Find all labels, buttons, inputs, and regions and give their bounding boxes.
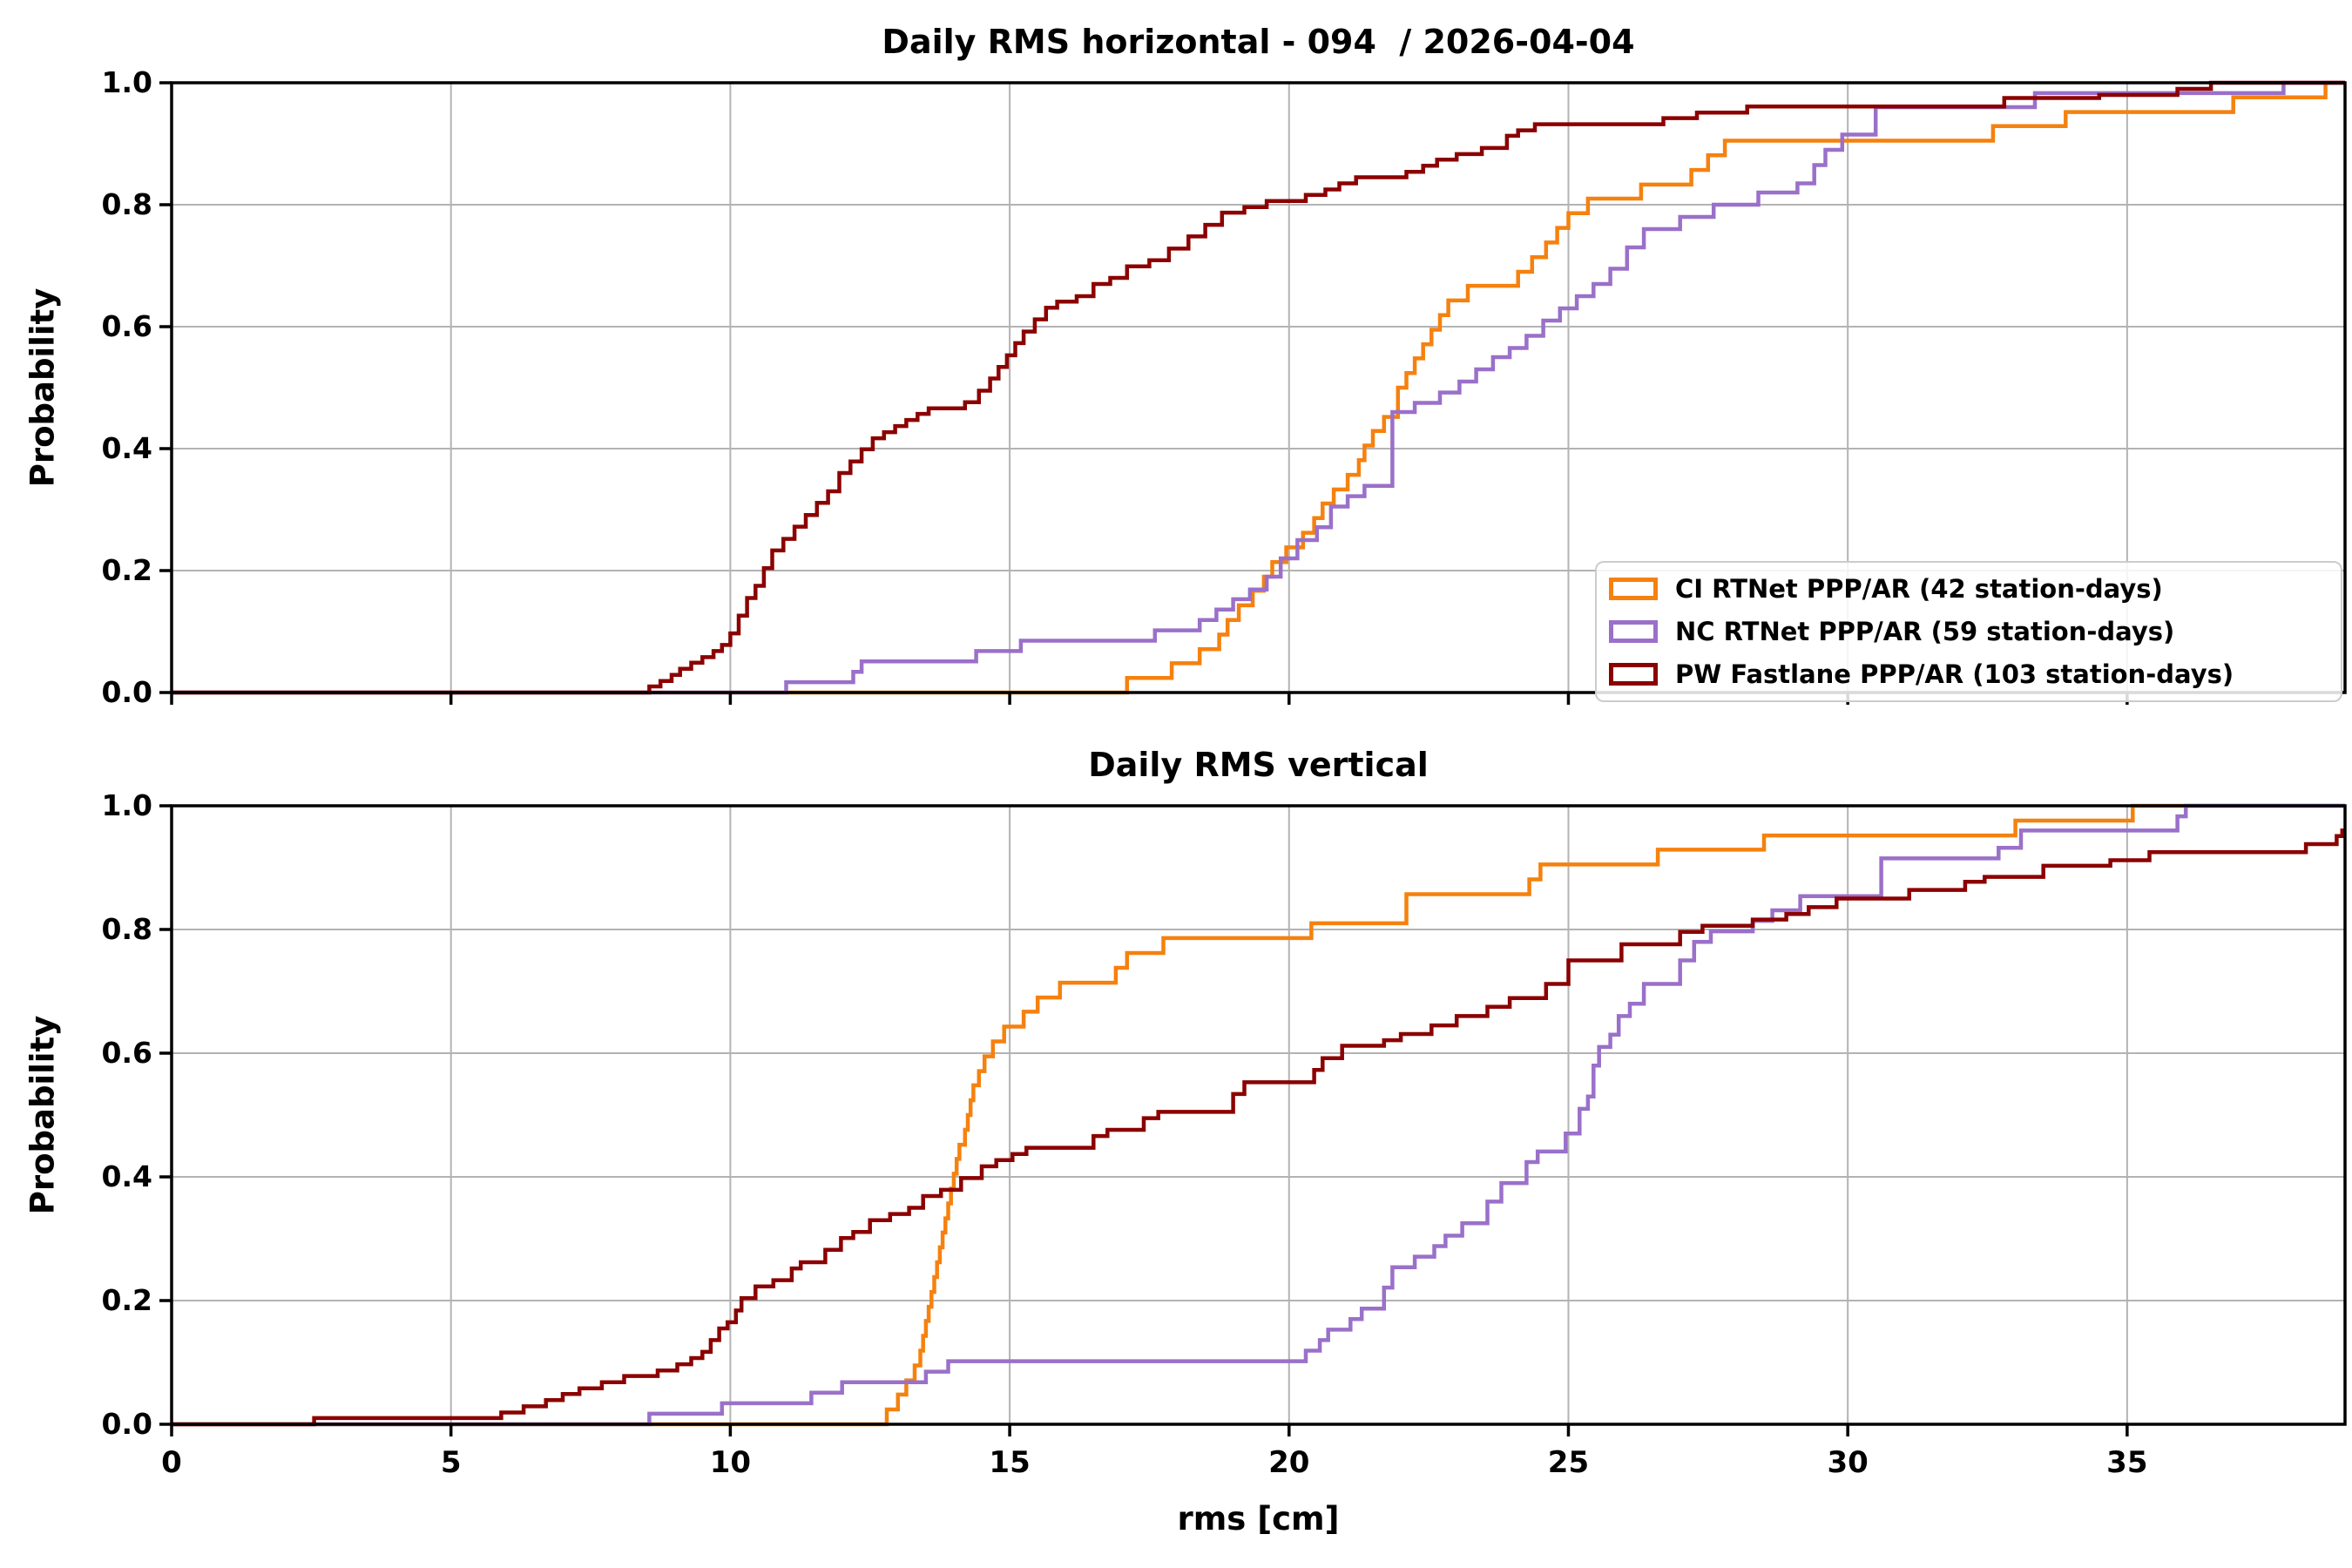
legend-row-ci: CI RTNet PPP/AR (42 station-days) <box>1609 569 2328 609</box>
legend-row-nc: NC RTNet PPP/AR (59 station-days) <box>1609 612 2328 652</box>
y-tick-label: 1.0 <box>101 788 152 822</box>
series-line-ci <box>172 80 2345 695</box>
axes-spines <box>170 804 2347 1426</box>
grid-lines <box>171 805 2345 1425</box>
x-tick-label: 25 <box>1547 1445 1590 1480</box>
x-tick-label: 0 <box>161 1445 182 1480</box>
series-line-nc <box>172 803 2345 1427</box>
y-tick-label: 0.4 <box>101 431 152 465</box>
y-tick-label: 0.4 <box>101 1159 152 1193</box>
series-line-ci <box>172 803 2345 1427</box>
top-chart-svg <box>159 80 2347 705</box>
y-tick-label: 0.8 <box>101 187 152 221</box>
y-tick-label: 0.2 <box>101 553 152 587</box>
x-tick-label: 5 <box>440 1445 462 1480</box>
y-tick-label: 0.6 <box>101 1036 152 1070</box>
legend-swatch-ci <box>1609 578 1658 601</box>
subplot-rms-vertical: Daily RMS vertical Probability 0.0 0.2 0.4… <box>24 746 2347 1480</box>
x-tick-label: 30 <box>1827 1445 1869 1480</box>
y-tick-label: 0.2 <box>101 1283 152 1317</box>
tick-marks <box>159 81 2129 705</box>
legend-label-nc: NC RTNet PPP/AR (59 station-days) <box>1675 616 2175 646</box>
y-tick-label: 1.0 <box>101 65 152 99</box>
x-tick-label: 20 <box>1268 1445 1310 1480</box>
y-tick-label: 0.6 <box>101 309 152 343</box>
x-tick-label: 35 <box>2106 1445 2148 1480</box>
subplot-title-horizontal: Daily RMS horizontal - 094 / 2026-04-04 <box>882 23 1635 61</box>
tick-marks <box>159 804 2129 1436</box>
legend-swatch-pw <box>1609 662 1658 686</box>
y-tick-label: 0.0 <box>101 675 152 709</box>
legend-swatch-nc <box>1609 619 1658 643</box>
subplot-rms-horizontal: Daily RMS horizontal - 094 / 2026-04-04 … <box>24 23 2347 708</box>
legend-box: CI RTNet PPP/AR (42 station-days) NC RTN… <box>1595 561 2342 702</box>
x-tick-label: 15 <box>989 1445 1031 1480</box>
y-tick-label: 0.8 <box>101 912 152 946</box>
y-axis-label-top: Probability <box>24 287 62 488</box>
axes-spines <box>170 81 2347 694</box>
bottom-chart-svg <box>159 803 2347 1436</box>
series-line-pw <box>172 828 2345 1427</box>
series-line-nc <box>172 80 2345 695</box>
y-tick-label: 0.0 <box>101 1407 152 1441</box>
series-line-pw <box>172 80 2345 695</box>
legend-label-ci: CI RTNet PPP/AR (42 station-days) <box>1675 574 2163 605</box>
y-axis-label-bottom: Probability <box>24 1015 62 1215</box>
subplot-title-vertical: Daily RMS vertical <box>1088 746 1429 784</box>
legend-row-pw: PW Fastlane PPP/AR (103 station-days) <box>1609 654 2328 694</box>
x-axis-label: rms [cm] <box>1177 1500 1340 1538</box>
legend-label-pw: PW Fastlane PPP/AR (103 station-days) <box>1675 659 2234 689</box>
x-tick-label: 10 <box>709 1445 752 1480</box>
